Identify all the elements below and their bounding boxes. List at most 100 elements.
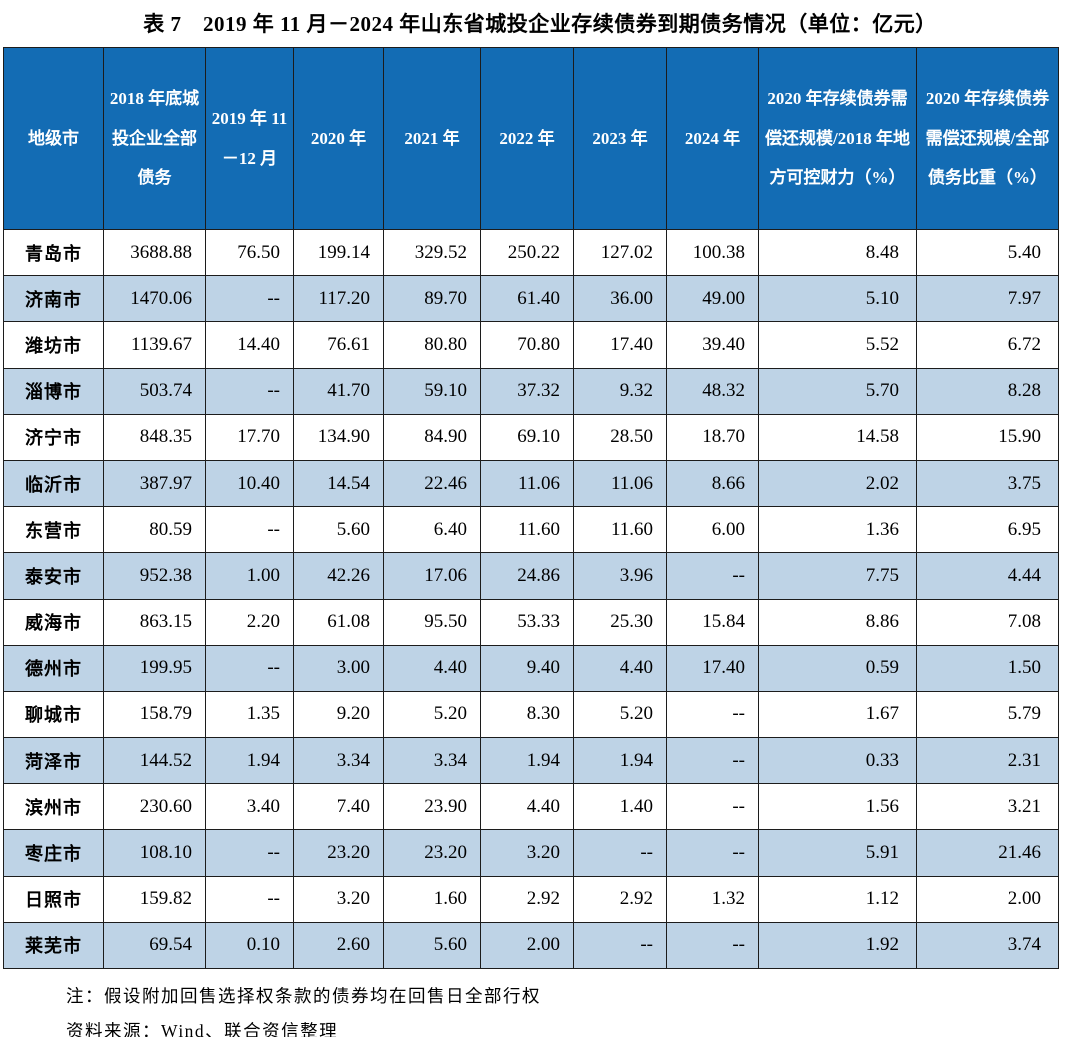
table-body: 青岛市 3688.88 76.50 199.14 329.52 250.22 127.02 1… (3, 228, 1059, 970)
value-cell: 7.97 (916, 275, 1059, 323)
table-row: 威海市 863.15 2.20 61.08 95.50 53.33 25.30 15.84 8.… (3, 598, 1059, 646)
value-cell: 80.80 (383, 321, 481, 369)
value-cell: 503.74 (103, 367, 206, 415)
value-cell: 3.34 (383, 737, 481, 785)
value-cell: 25.30 (573, 598, 667, 646)
value-cell: 6.40 (383, 506, 481, 554)
value-cell: 17.40 (573, 321, 667, 369)
value-cell: 5.20 (383, 690, 481, 739)
debt-maturity-table: 地级市 2018 年底城投企业全部债务 2019 年 11－12 月 2020 年 20… (3, 47, 1059, 970)
header-cell-9: 2020 年存续债券需偿还规模/全部债务比重（%） (916, 47, 1059, 230)
value-cell: 95.50 (383, 598, 481, 646)
value-cell: 8.86 (758, 598, 917, 646)
header-cell-3: 2020 年 (293, 47, 384, 230)
value-cell: -- (205, 367, 294, 415)
value-cell: 37.32 (480, 367, 574, 415)
value-cell: 1.35 (205, 690, 294, 739)
value-cell: 5.60 (383, 921, 481, 970)
value-cell: 848.35 (103, 413, 206, 461)
value-cell: 6.95 (916, 506, 1059, 554)
value-cell: 1.32 (666, 875, 759, 923)
value-cell: 53.33 (480, 598, 574, 646)
table-row: 泰安市 952.38 1.00 42.26 17.06 24.86 3.96 -- 7.75 4.… (3, 552, 1059, 600)
header-cell-7: 2024 年 (666, 47, 759, 230)
city-cell: 青岛市 (3, 228, 104, 277)
value-cell: 3.20 (480, 829, 574, 877)
value-cell: 134.90 (293, 413, 384, 461)
value-cell: 70.80 (480, 321, 574, 369)
table-row: 滨州市 230.60 3.40 7.40 23.90 4.40 1.40 -- 1.56 3.21 (3, 783, 1059, 831)
value-cell: 5.70 (758, 367, 917, 415)
value-cell: 76.61 (293, 321, 384, 369)
value-cell: 3.34 (293, 737, 384, 785)
table-row: 聊城市 158.79 1.35 9.20 5.20 8.30 5.20 -- 1.67 5.79 (3, 690, 1059, 739)
value-cell: 2.60 (293, 921, 384, 970)
value-cell: 61.08 (293, 598, 384, 646)
value-cell: 2.92 (480, 875, 574, 923)
table-row: 淄博市 503.74 -- 41.70 59.10 37.32 9.32 48.32 5.70 8… (3, 367, 1059, 415)
value-cell: -- (666, 921, 759, 970)
value-cell: 3.96 (573, 552, 667, 600)
value-cell: 17.70 (205, 413, 294, 461)
value-cell: 0.33 (758, 737, 917, 785)
header-cell-0: 地级市 (3, 47, 104, 230)
value-cell: 329.52 (383, 228, 481, 277)
value-cell: 8.28 (916, 367, 1059, 415)
value-cell: -- (666, 552, 759, 600)
city-cell: 枣庄市 (3, 829, 104, 877)
header-cell-8: 2020 年存续债券需偿还规模/2018 年地方可控财力（%） (758, 47, 917, 230)
value-cell: 1.94 (480, 737, 574, 785)
value-cell: 1139.67 (103, 321, 206, 369)
value-cell: 14.54 (293, 459, 384, 508)
table-row: 济南市 1470.06 -- 117.20 89.70 61.40 36.00 49.00 5.… (3, 275, 1059, 323)
value-cell: 69.10 (480, 413, 574, 461)
value-cell: 3.21 (916, 783, 1059, 831)
value-cell: 76.50 (205, 228, 294, 277)
value-cell: 15.90 (916, 413, 1059, 461)
value-cell: -- (666, 737, 759, 785)
table-row: 潍坊市 1139.67 14.40 76.61 80.80 70.80 17.40 39.40… (3, 321, 1059, 369)
value-cell: -- (573, 921, 667, 970)
value-cell: 250.22 (480, 228, 574, 277)
value-cell: 2.00 (916, 875, 1059, 923)
header-cell-5: 2022 年 (480, 47, 574, 230)
footnote-assumption: 注：假设附加回售选择权条款的债券均在回售日全部行权 (66, 986, 541, 1006)
value-cell: 5.40 (916, 228, 1059, 277)
value-cell: 11.60 (573, 506, 667, 554)
value-cell: 1.40 (573, 783, 667, 831)
city-cell: 临沂市 (3, 459, 104, 508)
table-row: 日照市 159.82 -- 3.20 1.60 2.92 2.92 1.32 1.12 2.00 (3, 875, 1059, 923)
city-cell: 威海市 (3, 598, 104, 646)
value-cell: 952.38 (103, 552, 206, 600)
value-cell: 22.46 (383, 459, 481, 508)
value-cell: 1.12 (758, 875, 917, 923)
table-title: 表 7 2019 年 11 月－2024 年山东省城投企业存续债券到期债务情况（… (143, 12, 937, 36)
value-cell: 8.66 (666, 459, 759, 508)
table-row: 德州市 199.95 -- 3.00 4.40 9.40 4.40 17.40 0.59 1.50 (3, 644, 1059, 692)
value-cell: 11.06 (480, 459, 574, 508)
value-cell: -- (205, 644, 294, 692)
value-cell: 1.00 (205, 552, 294, 600)
header-cell-1: 2018 年底城投企业全部债务 (103, 47, 206, 230)
header-cell-6: 2023 年 (573, 47, 667, 230)
footnotes: 注：假设附加回售选择权条款的债券均在回售日全部行权 资料来源：Wind、联合资信… (66, 979, 1080, 1037)
value-cell: 4.40 (480, 783, 574, 831)
value-cell: -- (205, 275, 294, 323)
value-cell: -- (205, 506, 294, 554)
value-cell: 117.20 (293, 275, 384, 323)
value-cell: 11.60 (480, 506, 574, 554)
value-cell: 230.60 (103, 783, 206, 831)
city-cell: 菏泽市 (3, 737, 104, 785)
value-cell: 159.82 (103, 875, 206, 923)
value-cell: 14.58 (758, 413, 917, 461)
value-cell: 1.60 (383, 875, 481, 923)
value-cell: 863.15 (103, 598, 206, 646)
value-cell: 2.02 (758, 459, 917, 508)
value-cell: 1.92 (758, 921, 917, 970)
value-cell: 11.06 (573, 459, 667, 508)
value-cell: 3.20 (293, 875, 384, 923)
city-cell: 潍坊市 (3, 321, 104, 369)
value-cell: 84.90 (383, 413, 481, 461)
city-cell: 滨州市 (3, 783, 104, 831)
